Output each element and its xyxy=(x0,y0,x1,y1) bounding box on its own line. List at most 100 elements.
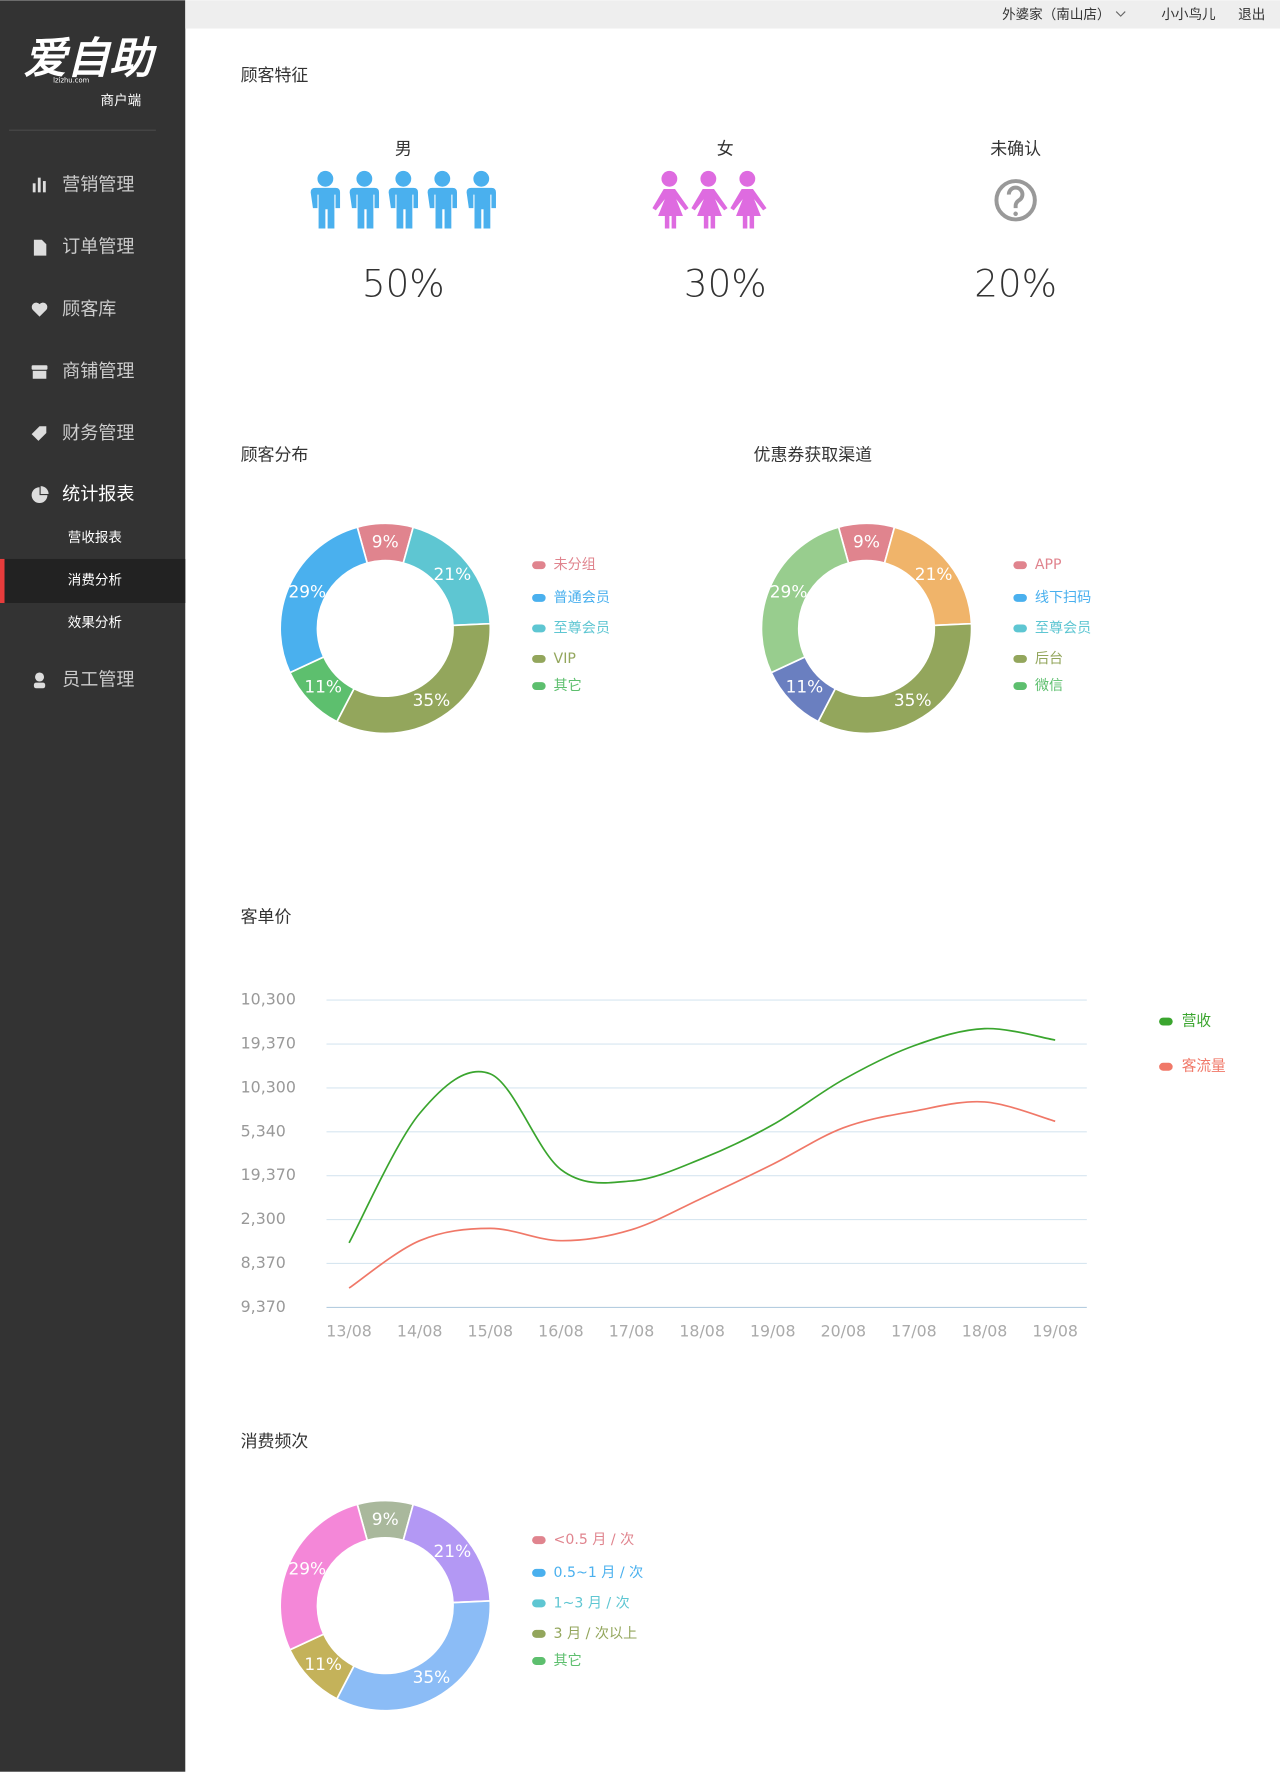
menu-item[interactable]: 订单管理 xyxy=(62,237,134,258)
pie-slice xyxy=(335,1600,492,1712)
menu-icon xyxy=(32,177,46,193)
section-title: 消费频次 xyxy=(241,1431,309,1451)
menu-icon xyxy=(31,302,48,317)
x-tick-label: 17/08 xyxy=(609,1322,655,1341)
logout[interactable]: 退出 xyxy=(1238,7,1265,23)
icon-part xyxy=(35,672,45,682)
icon-head xyxy=(395,170,412,187)
pie-slice xyxy=(279,1503,369,1651)
legend-label[interactable]: 1~3 月 / 次 xyxy=(554,1595,630,1611)
submenu-item[interactable]: 效果分析 xyxy=(68,615,122,631)
sidebar xyxy=(0,0,186,1772)
legend-label[interactable]: APP xyxy=(1035,557,1062,573)
y-tick-label: 9,370 xyxy=(241,1297,286,1316)
male-icon xyxy=(466,170,496,229)
menu-item[interactable]: 员工管理 xyxy=(62,669,134,690)
pie-slice xyxy=(760,526,850,674)
legend-label[interactable]: 3 月 / 次以上 xyxy=(554,1626,638,1642)
icon-head xyxy=(356,170,373,187)
menu-icon xyxy=(33,672,46,689)
male-icon xyxy=(427,170,457,229)
user-name[interactable]: 小小鸟儿 xyxy=(1161,7,1216,23)
x-tick-label: 20/08 xyxy=(821,1322,867,1341)
menu-item[interactable]: 统计报表 xyxy=(62,484,134,505)
legend-swatch xyxy=(532,1536,546,1545)
feature-percent: 20% xyxy=(974,262,1057,306)
store-selector[interactable]: 外婆家（南山店） xyxy=(1002,6,1110,23)
x-tick-label: 19/08 xyxy=(1032,1322,1078,1341)
slice-label: 9% xyxy=(853,532,880,552)
x-tick-label: 15/08 xyxy=(468,1322,514,1341)
legend-label[interactable]: 至尊会员 xyxy=(554,619,610,636)
section-title: 顾客特征 xyxy=(241,65,309,85)
submenu-item[interactable]: 消费分析 xyxy=(68,572,122,588)
legend-swatch xyxy=(532,624,546,633)
feature-label: 未确认 xyxy=(990,138,1041,158)
icon-body xyxy=(310,187,341,229)
female-icon xyxy=(691,170,728,229)
legend-label[interactable]: 其它 xyxy=(554,1652,582,1669)
legend-label[interactable]: 至尊会员 xyxy=(1035,619,1091,636)
legend-label[interactable]: 其它 xyxy=(554,677,582,694)
male-icon xyxy=(388,170,419,229)
submenu-item[interactable]: 营收报表 xyxy=(68,530,123,546)
slice-label: 35% xyxy=(894,690,932,710)
legend-label[interactable]: 营收 xyxy=(1182,1013,1212,1030)
icon-head xyxy=(661,170,678,187)
menu-item[interactable]: 商铺管理 xyxy=(62,361,134,382)
slice-label: 9% xyxy=(372,1509,399,1529)
legend-label[interactable]: 后台 xyxy=(1035,651,1063,667)
y-tick-label: 19,370 xyxy=(241,1165,296,1184)
legend-swatch xyxy=(532,1599,546,1608)
y-tick-label: 10,300 xyxy=(241,990,296,1009)
x-tick-label: 13/08 xyxy=(326,1322,372,1341)
icon-part xyxy=(31,426,47,441)
x-tick-label: 14/08 xyxy=(397,1322,443,1341)
icon-body xyxy=(466,187,496,229)
legend-swatch xyxy=(532,1629,546,1638)
slice-label: 11% xyxy=(304,1654,342,1674)
logo-domain: lzizhu.com xyxy=(53,76,89,84)
legend-label[interactable]: 客流量 xyxy=(1182,1058,1226,1075)
menu-item[interactable]: 营销管理 xyxy=(62,175,134,196)
female-icon xyxy=(652,170,689,229)
menu-item[interactable]: 财务管理 xyxy=(62,423,134,444)
y-tick-label: 19,370 xyxy=(241,1034,296,1053)
slice-label: 11% xyxy=(786,677,824,697)
legend-swatch xyxy=(1159,1017,1173,1026)
slice-label: 9% xyxy=(372,532,399,552)
slice-label: 35% xyxy=(413,690,451,710)
legend-label[interactable]: 0.5~1 月 / 次 xyxy=(554,1565,644,1581)
slice-label: 21% xyxy=(434,564,472,584)
icon-part xyxy=(31,365,48,370)
active-indicator xyxy=(0,558,5,603)
legend-label[interactable]: 普通会员 xyxy=(554,590,610,606)
icon-part xyxy=(32,183,36,193)
legend-label[interactable]: <0.5 月 / 次 xyxy=(554,1532,635,1548)
legend-swatch xyxy=(1159,1062,1173,1071)
legend-swatch xyxy=(532,561,546,570)
icon-head xyxy=(700,170,717,187)
legend-label[interactable]: 未分组 xyxy=(554,557,596,573)
icon-head xyxy=(473,170,490,187)
icon-body xyxy=(730,188,767,229)
legend-label[interactable]: VIP xyxy=(554,651,577,667)
unknown-icon xyxy=(994,179,1037,222)
slice-label: 29% xyxy=(770,581,808,601)
legend-swatch xyxy=(1013,624,1027,633)
section-title: 客单价 xyxy=(241,907,292,927)
menu-item[interactable]: 顾客库 xyxy=(62,299,116,320)
icon-part xyxy=(37,177,41,193)
icon-body xyxy=(388,187,419,229)
x-tick-label: 16/08 xyxy=(538,1322,584,1341)
section-title: 顾客分布 xyxy=(241,445,309,465)
icon-dot xyxy=(1013,211,1018,217)
feature-percent: 30% xyxy=(684,262,767,306)
legend-label[interactable]: 线下扫码 xyxy=(1035,590,1091,606)
icon-body xyxy=(652,188,689,229)
legend-label[interactable]: 微信 xyxy=(1035,678,1063,694)
